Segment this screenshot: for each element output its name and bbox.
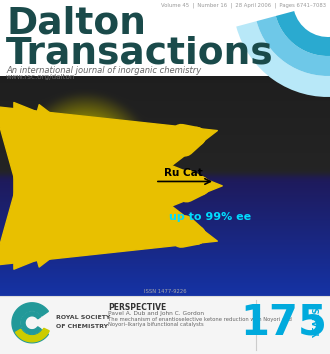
Text: An international journal of inorganic chemistry: An international journal of inorganic ch… — [6, 66, 201, 75]
Text: Ru Cat: Ru Cat — [164, 168, 202, 178]
Text: PERSPECTIVE: PERSPECTIVE — [108, 303, 166, 312]
Wedge shape — [236, 21, 330, 97]
Text: OF CHEMISTRY: OF CHEMISTRY — [56, 324, 108, 329]
Text: Noyori–Ikariya bifunctional catalysts: Noyori–Ikariya bifunctional catalysts — [108, 321, 204, 327]
Wedge shape — [276, 11, 330, 56]
Polygon shape — [16, 328, 49, 342]
Text: Pavel A. Dub and John C. Gordon: Pavel A. Dub and John C. Gordon — [108, 310, 204, 316]
Text: 175: 175 — [241, 302, 327, 344]
Text: Dalton: Dalton — [6, 6, 146, 42]
Text: YEARS: YEARS — [314, 308, 322, 338]
Text: Volume 45  |  Number 16  |  28 April 2006  |  Pages 6741–7083: Volume 45 | Number 16 | 28 April 2006 | … — [161, 3, 326, 8]
Bar — [0, 0, 330, 76]
Text: up to 99% ee: up to 99% ee — [169, 212, 251, 222]
Text: ROYAL SOCIETY: ROYAL SOCIETY — [56, 315, 110, 320]
Wedge shape — [256, 16, 330, 76]
Text: ISSN 1477-9226: ISSN 1477-9226 — [144, 289, 186, 294]
Polygon shape — [21, 312, 41, 334]
Text: The mechanism of enantioselective ketone reduction with Noyori and: The mechanism of enantioselective ketone… — [108, 316, 292, 321]
Bar — [0, 296, 330, 354]
Text: www.rsc.org/dalton: www.rsc.org/dalton — [6, 74, 75, 80]
Polygon shape — [12, 303, 49, 343]
Text: Transactions: Transactions — [6, 35, 274, 71]
